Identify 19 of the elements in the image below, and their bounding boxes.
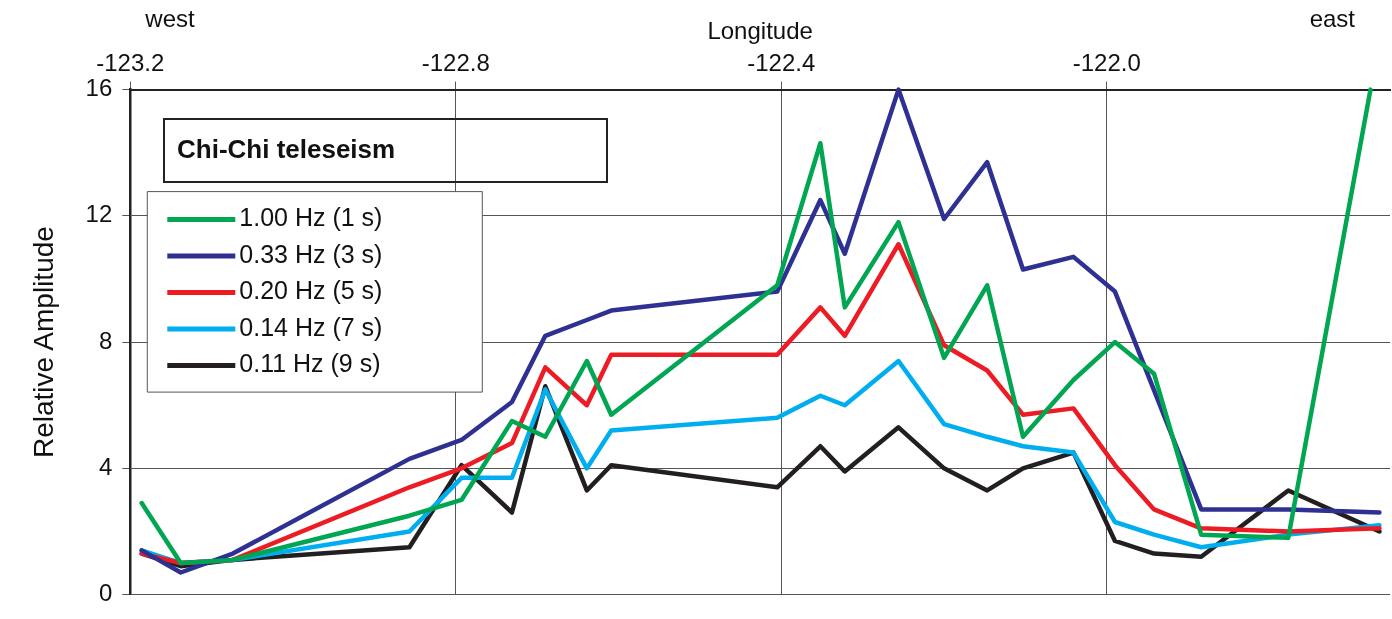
text: west [144, 4, 195, 32]
y-tick-label: 16 [85, 74, 113, 102]
y-tick-label: 12 [85, 200, 113, 228]
x-tick-label: -123.2 [96, 48, 165, 76]
y-axis-title: Relative Amplitude [27, 226, 59, 459]
x-axis-title: Longitude [707, 17, 813, 45]
y-tick-label: 4 [98, 452, 113, 480]
y-tick-label: 8 [98, 326, 113, 354]
legend-label: 1.00 Hz (1 s) [239, 203, 383, 232]
legend-label: 0.11 Hz (9 s) [239, 349, 381, 378]
text: east [1309, 4, 1356, 32]
x-tick-label: -122.4 [747, 48, 816, 76]
legend-label: 0.33 Hz (3 s) [239, 239, 383, 268]
legend-label: 0.20 Hz (5 s) [239, 276, 383, 305]
y-tick-label: 0 [98, 579, 113, 607]
x-tick-label: -122.8 [421, 48, 490, 76]
text: Chi-Chi teleseism [177, 134, 396, 165]
legend-label: 0.14 Hz (7 s) [239, 312, 383, 341]
x-tick-label: -122.0 [1072, 48, 1141, 76]
